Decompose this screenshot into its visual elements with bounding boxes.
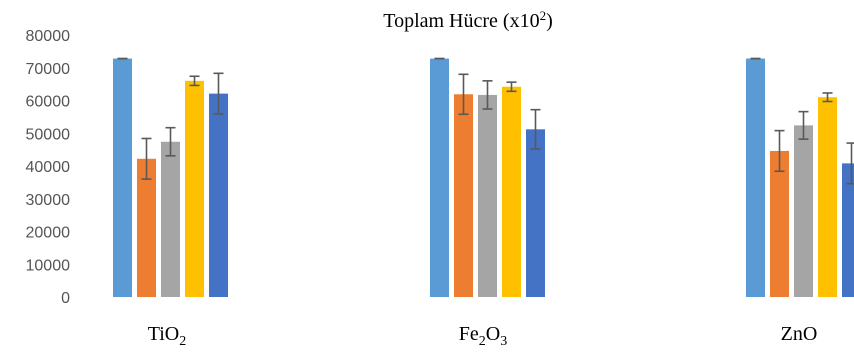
bar	[430, 58, 449, 297]
bar	[842, 163, 854, 297]
error-bar	[482, 80, 493, 110]
bar	[746, 58, 765, 297]
bar	[454, 94, 473, 297]
y-axis: 80000 70000 60000 50000 40000 30000 20000 10000…	[26, 28, 71, 307]
error-bar	[165, 126, 176, 157]
bar	[478, 94, 497, 298]
y-tick-label: 80000	[26, 28, 71, 45]
y-tick-label: 20000	[26, 225, 71, 242]
error-bar	[530, 108, 541, 150]
y-tick-label: 70000	[26, 61, 71, 78]
y-tick-label: 60000	[26, 94, 71, 111]
y-tick-label: 0	[61, 290, 70, 307]
y-tick-label: 10000	[26, 257, 71, 274]
bar	[526, 129, 545, 297]
bar	[209, 93, 228, 297]
bar	[794, 125, 813, 297]
error-bar	[189, 75, 200, 87]
error-bar	[774, 129, 785, 173]
bar	[113, 58, 132, 297]
y-tick-label: 30000	[26, 192, 71, 209]
y-tick-label: 40000	[26, 159, 71, 176]
bar	[185, 80, 204, 297]
error-bar	[798, 110, 809, 140]
bar	[161, 141, 180, 297]
y-tick-label: 50000	[26, 126, 71, 143]
error-bar	[141, 137, 152, 180]
chart-title: Toplam Hücre (x102)	[383, 8, 553, 32]
bar	[137, 158, 156, 297]
category-labels: TiO2 Fe2O3 ZnO	[148, 323, 818, 349]
bar	[818, 97, 837, 297]
bars	[113, 58, 854, 298]
bar	[770, 150, 789, 297]
category-label: Fe2O3	[459, 323, 507, 349]
error-bar	[846, 142, 854, 185]
category-label: TiO2	[148, 323, 187, 349]
category-label: ZnO	[781, 323, 818, 345]
bar	[502, 86, 521, 298]
error-bar	[213, 72, 224, 115]
error-bar	[822, 92, 833, 103]
error-bars	[117, 57, 854, 185]
error-bar	[506, 81, 517, 93]
error-bar	[458, 73, 469, 116]
